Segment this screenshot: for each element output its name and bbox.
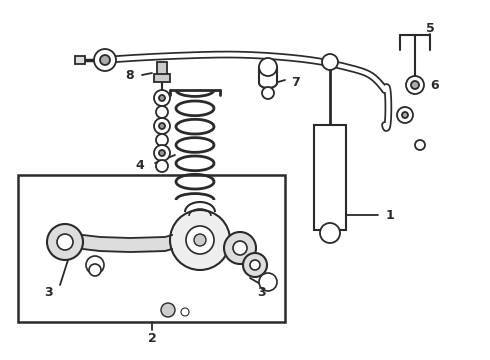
Circle shape bbox=[411, 81, 419, 89]
Text: 3: 3 bbox=[258, 285, 266, 298]
Bar bbox=[154, 74, 170, 82]
Circle shape bbox=[86, 256, 104, 274]
Circle shape bbox=[47, 224, 83, 260]
Circle shape bbox=[159, 150, 165, 156]
Circle shape bbox=[322, 54, 338, 70]
Text: 2: 2 bbox=[147, 332, 156, 345]
Circle shape bbox=[154, 145, 170, 161]
Circle shape bbox=[259, 273, 277, 291]
Circle shape bbox=[406, 76, 424, 94]
Circle shape bbox=[194, 234, 206, 246]
Circle shape bbox=[320, 223, 340, 243]
Circle shape bbox=[159, 95, 165, 101]
Circle shape bbox=[250, 260, 260, 270]
Circle shape bbox=[262, 87, 274, 99]
Circle shape bbox=[170, 210, 230, 270]
Text: 3: 3 bbox=[44, 285, 52, 298]
Circle shape bbox=[415, 140, 425, 150]
Circle shape bbox=[156, 106, 168, 118]
Text: 8: 8 bbox=[126, 68, 134, 81]
Text: 7: 7 bbox=[291, 76, 299, 89]
Text: 6: 6 bbox=[431, 78, 440, 91]
Bar bbox=[75, 56, 85, 64]
Circle shape bbox=[259, 58, 277, 76]
Circle shape bbox=[224, 232, 256, 264]
Circle shape bbox=[57, 234, 73, 250]
Circle shape bbox=[156, 160, 168, 172]
Circle shape bbox=[233, 241, 247, 255]
Circle shape bbox=[397, 107, 413, 123]
Circle shape bbox=[186, 226, 214, 254]
Text: 1: 1 bbox=[386, 208, 394, 221]
Circle shape bbox=[243, 253, 267, 277]
Circle shape bbox=[156, 134, 168, 146]
Circle shape bbox=[94, 49, 116, 71]
Circle shape bbox=[159, 123, 165, 129]
Circle shape bbox=[154, 90, 170, 106]
Bar bbox=[157, 62, 167, 78]
Circle shape bbox=[100, 55, 110, 65]
Circle shape bbox=[181, 308, 189, 316]
Text: 5: 5 bbox=[426, 22, 434, 35]
Bar bbox=[18, 175, 285, 322]
Circle shape bbox=[154, 118, 170, 134]
Circle shape bbox=[161, 303, 175, 317]
Circle shape bbox=[402, 112, 408, 118]
Text: 4: 4 bbox=[136, 158, 145, 171]
Bar bbox=[314, 125, 346, 230]
Circle shape bbox=[89, 264, 101, 276]
